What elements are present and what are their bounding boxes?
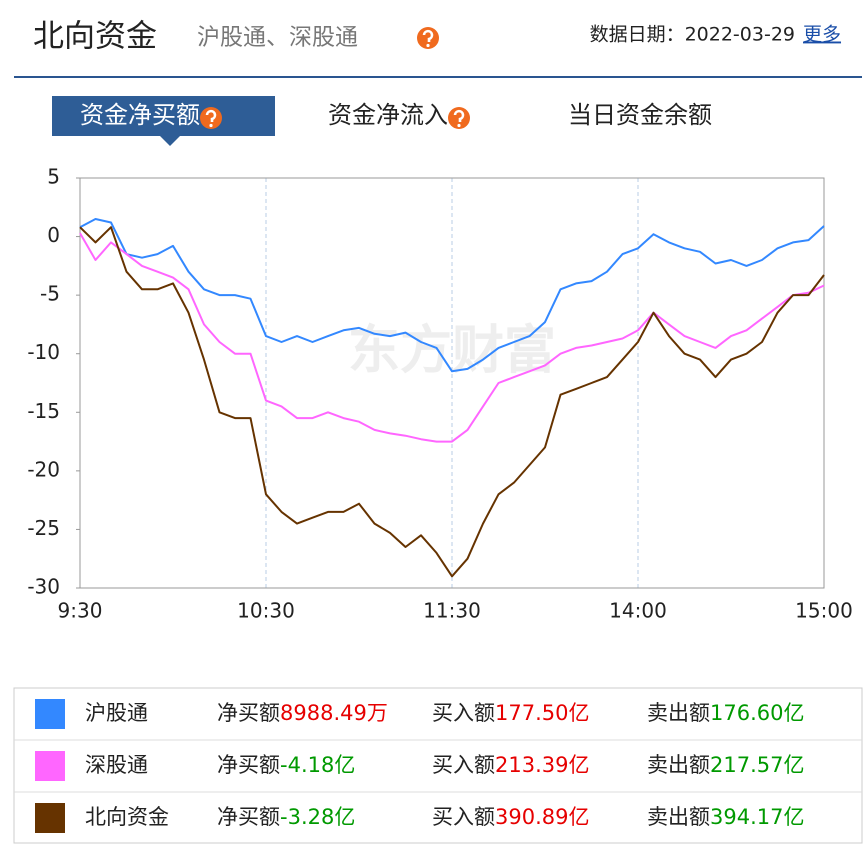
summary-table [13,687,863,844]
tab-label[interactable]: 当日资金余额 [568,101,712,129]
plot-frame [79,177,825,589]
buy-amount-label: 买入额 [432,805,495,829]
buy-amount-value: 213.39亿 [495,753,589,777]
y-tick-label: -25 [27,516,60,540]
buy-amount-label: 买入额 [432,753,495,777]
sell-amount-label: 卖出额 [647,805,710,829]
y-tick-label: 0 [47,223,60,247]
buy-amount-label: 买入额 [432,701,495,725]
sell-amount: 卖出额217.57亿 [647,753,804,777]
sell-amount-value: 176.60亿 [710,701,804,725]
tab-active-bg [52,96,275,136]
net-buy: 净买额8988.49万 [217,701,388,725]
x-tick-label: 11:30 [423,599,481,623]
buy-amount: 买入额390.89亿 [432,805,589,829]
x-tick-label: 9:30 [58,599,103,623]
y-tick-label: -30 [27,575,60,599]
net-buy-label: 净买额 [217,805,280,829]
legend-name: 深股通 [85,753,148,777]
more-link[interactable]: 更多 [803,24,841,46]
net-buy-value: -4.18亿 [280,753,355,777]
series-line [79,232,825,443]
tab-label[interactable]: 资金净买额 [80,101,200,129]
help-mark [453,109,465,122]
title: 北向资金 [33,19,157,55]
sell-amount: 卖出额394.17亿 [647,805,804,829]
net-buy-label: 净买额 [217,753,280,777]
buy-amount-value: 177.50亿 [495,701,589,725]
sell-amount-label: 卖出额 [647,701,710,725]
legend-name: 北向资金 [85,805,169,829]
sell-amount: 卖出额176.60亿 [647,701,804,725]
buy-amount: 买入额177.50亿 [432,701,589,725]
header-divider [14,76,862,78]
help-dot [457,123,461,128]
x-tick-label: 10:30 [237,599,295,623]
x-tick-label: 15:00 [795,599,853,623]
series-line [79,218,825,373]
legend-swatch [35,699,65,729]
series-line [79,226,825,578]
buy-amount: 买入额213.39亿 [432,753,589,777]
y-tick-label: -10 [27,340,60,364]
tab-pointer [160,136,180,146]
y-tick-label: -15 [27,399,60,423]
help-icon[interactable] [417,27,439,49]
subtitle: 沪股通、深股通 [197,25,358,51]
sell-amount-value: 217.57亿 [710,753,804,777]
y-tick-label: -20 [27,457,60,481]
help-icon[interactable] [200,107,222,129]
net-buy-value: -3.28亿 [280,805,355,829]
y-tick-label: -5 [40,282,60,306]
help-icon[interactable] [448,107,470,129]
legend-swatch [35,803,65,833]
help-mark [205,109,217,122]
data-date: 数据日期：2022-03-29 [590,24,795,46]
net-buy-label: 净买额 [217,701,280,725]
help-dot [209,123,213,128]
net-buy: 净买额-4.18亿 [217,753,355,777]
legend-swatch [35,751,65,781]
tab-label[interactable]: 资金净流入 [328,101,448,129]
net-buy-value: 8988.49万 [280,701,388,725]
x-tick-label: 14:00 [609,599,667,623]
buy-amount-value: 390.89亿 [495,805,589,829]
net-buy: 净买额-3.28亿 [217,805,355,829]
y-tick-label: 5 [47,165,60,189]
sell-amount-value: 394.17亿 [710,805,804,829]
sell-amount-label: 卖出额 [647,753,710,777]
legend-name: 沪股通 [85,701,148,725]
